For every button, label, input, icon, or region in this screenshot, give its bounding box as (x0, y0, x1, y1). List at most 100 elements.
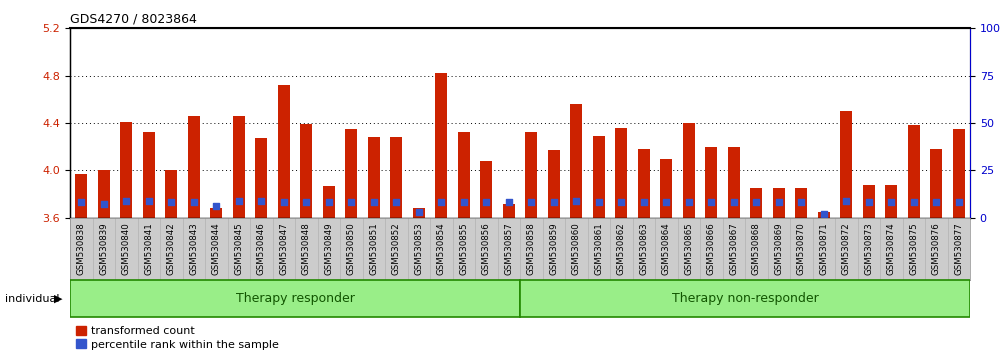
Bar (773, 188, 785, 218)
Text: GSM530849: GSM530849 (324, 223, 333, 275)
Bar (503, 204, 515, 218)
Bar (615, 128, 627, 218)
Text: GSM530872: GSM530872 (842, 223, 851, 275)
FancyBboxPatch shape (520, 280, 970, 316)
Text: GSM530861: GSM530861 (594, 223, 603, 275)
Text: GSM530877: GSM530877 (954, 223, 963, 275)
Legend: transformed count, percentile rank within the sample: transformed count, percentile rank withi… (76, 326, 279, 350)
Text: GSM530868: GSM530868 (752, 223, 761, 275)
Bar (98, 170, 110, 218)
Point (523, 200, 539, 205)
Text: GSM530851: GSM530851 (369, 223, 378, 275)
Bar (750, 188, 762, 218)
Point (253, 198, 269, 204)
Point (388, 200, 404, 205)
Bar (75, 174, 87, 218)
Text: Therapy responder: Therapy responder (236, 292, 354, 305)
Text: GSM530855: GSM530855 (459, 223, 468, 275)
Point (276, 200, 292, 205)
Bar (278, 85, 290, 218)
Bar (930, 149, 942, 218)
Bar (210, 208, 222, 218)
Bar (458, 132, 470, 218)
Text: GSM530856: GSM530856 (482, 223, 491, 275)
Point (748, 200, 764, 205)
Text: GSM530865: GSM530865 (684, 223, 693, 275)
Point (726, 200, 742, 205)
Point (118, 198, 134, 204)
Bar (683, 123, 695, 218)
Bar (908, 125, 920, 218)
Point (883, 200, 899, 205)
Bar (728, 147, 740, 218)
Point (546, 200, 562, 205)
Bar (480, 161, 492, 218)
Point (613, 200, 629, 205)
Text: GSM530867: GSM530867 (729, 223, 738, 275)
Bar (593, 136, 605, 218)
Point (501, 200, 517, 205)
Point (658, 200, 674, 205)
Text: GSM530841: GSM530841 (144, 223, 153, 275)
Bar (323, 186, 335, 218)
Point (816, 211, 832, 217)
Text: individual: individual (5, 294, 60, 304)
Bar (638, 149, 650, 218)
Bar (548, 150, 560, 218)
Point (231, 198, 247, 204)
Point (456, 200, 472, 205)
Bar (660, 159, 672, 218)
Bar (188, 116, 200, 218)
Bar (863, 184, 875, 218)
Bar (570, 104, 582, 218)
Point (906, 200, 922, 205)
Point (636, 200, 652, 205)
Text: GSM530848: GSM530848 (302, 223, 311, 275)
Point (96, 201, 112, 206)
Text: GSM530866: GSM530866 (707, 223, 716, 275)
Bar (705, 147, 717, 218)
Point (951, 200, 967, 205)
Text: GSM530838: GSM530838 (77, 223, 86, 275)
Bar (368, 137, 380, 218)
Point (433, 200, 449, 205)
Text: GSM530844: GSM530844 (212, 223, 221, 275)
Text: Therapy non-responder: Therapy non-responder (672, 292, 818, 305)
Text: GSM530863: GSM530863 (639, 223, 648, 275)
Bar (818, 212, 830, 218)
Text: GSM530873: GSM530873 (864, 223, 873, 275)
Text: GSM530850: GSM530850 (347, 223, 356, 275)
Point (681, 200, 697, 205)
Text: GSM530845: GSM530845 (234, 223, 243, 275)
Bar (165, 170, 177, 218)
Point (298, 200, 314, 205)
Point (321, 200, 337, 205)
Point (411, 209, 427, 215)
Point (838, 198, 854, 204)
Bar (255, 138, 267, 218)
Bar (525, 132, 537, 218)
Point (703, 200, 719, 205)
Point (861, 200, 877, 205)
Text: GSM530854: GSM530854 (437, 223, 446, 275)
Text: GSM530839: GSM530839 (99, 223, 108, 275)
Text: GSM530864: GSM530864 (662, 223, 671, 275)
Point (141, 198, 157, 204)
Text: GSM530858: GSM530858 (527, 223, 536, 275)
Point (73, 200, 89, 205)
Bar (953, 129, 965, 218)
Bar (120, 122, 132, 218)
Text: GSM530859: GSM530859 (549, 223, 558, 275)
Bar (233, 116, 245, 218)
FancyBboxPatch shape (70, 280, 520, 316)
Bar (795, 188, 807, 218)
Bar (885, 184, 897, 218)
Text: GSM530875: GSM530875 (909, 223, 918, 275)
Text: GSM530862: GSM530862 (617, 223, 626, 275)
Text: GDS4270 / 8023864: GDS4270 / 8023864 (70, 13, 197, 26)
Text: GSM530840: GSM530840 (122, 223, 131, 275)
Point (366, 200, 382, 205)
Point (208, 203, 224, 209)
Point (793, 200, 809, 205)
Text: GSM530853: GSM530853 (414, 223, 423, 275)
